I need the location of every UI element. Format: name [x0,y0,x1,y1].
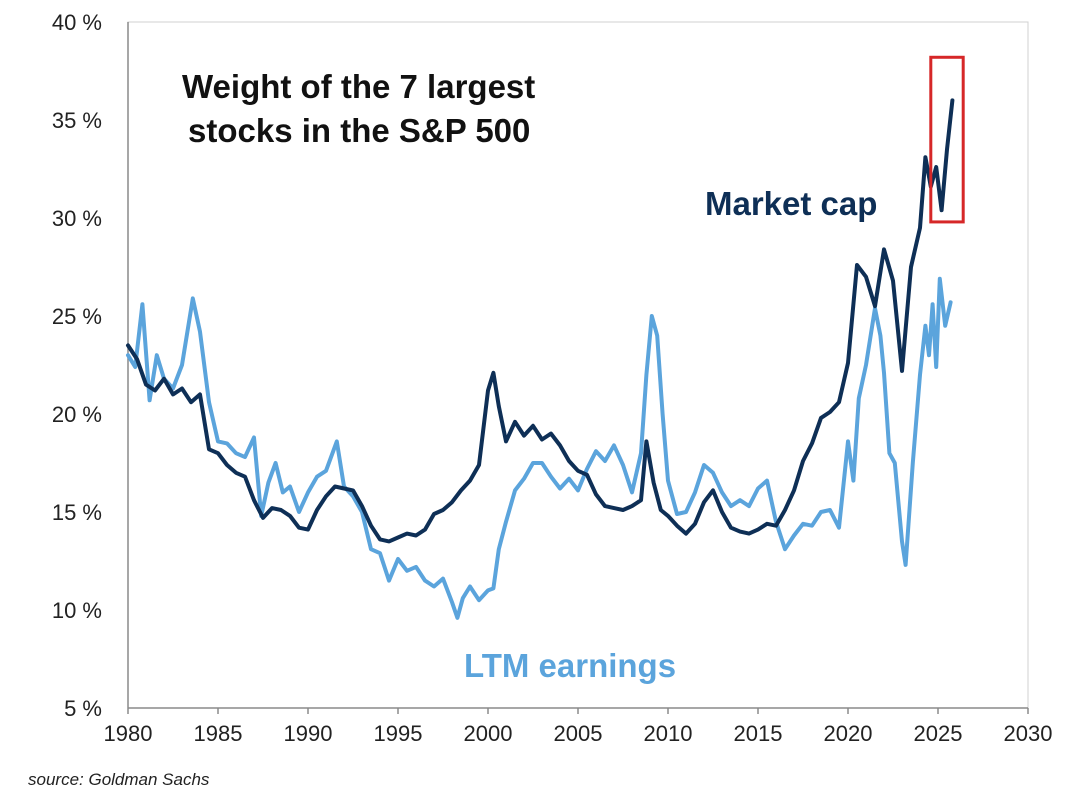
x-tick-label: 2030 [1004,721,1053,746]
y-tick-label: 40 % [52,10,102,35]
chart-title-line-2: stocks in the S&P 500 [188,112,530,149]
series-label-market-cap: Market cap [705,185,877,222]
x-tick-label: 2020 [824,721,873,746]
series-layer [126,98,955,620]
series-label-ltm-earnings: LTM earnings [464,647,676,684]
x-tick-label: 2015 [734,721,783,746]
x-tick-label: 1990 [284,721,333,746]
x-tick-label: 2005 [554,721,603,746]
x-tick-label: 2000 [464,721,513,746]
chart-title-line-1: Weight of the 7 largest [182,68,535,105]
y-tick-label: 35 % [52,108,102,133]
x-tick-label: 2025 [914,721,963,746]
y-tick-label: 20 % [52,402,102,427]
y-axis-ticks: 5 % 10 % 15 % 20 % 25 % 30 % 35 % 40 % [52,10,102,721]
x-tick-label: 1985 [194,721,243,746]
y-tick-label: 25 % [52,304,102,329]
highlight-box [929,55,965,224]
x-axis-ticks: 1980 1985 1990 1995 2000 2005 2010 2015 2020 2025… [104,708,1053,746]
y-tick-label: 5 % [64,696,102,721]
y-tick-label: 30 % [52,206,102,231]
y-tick-label: 10 % [52,598,102,623]
x-tick-label: 1995 [374,721,423,746]
x-tick-label: 1980 [104,721,153,746]
series-line-market-cap [126,98,955,544]
series-line-ltm-earnings [126,276,953,620]
x-tick-label: 2010 [644,721,693,746]
source-note: source: Goldman Sachs [28,770,210,789]
y-tick-label: 15 % [52,500,102,525]
